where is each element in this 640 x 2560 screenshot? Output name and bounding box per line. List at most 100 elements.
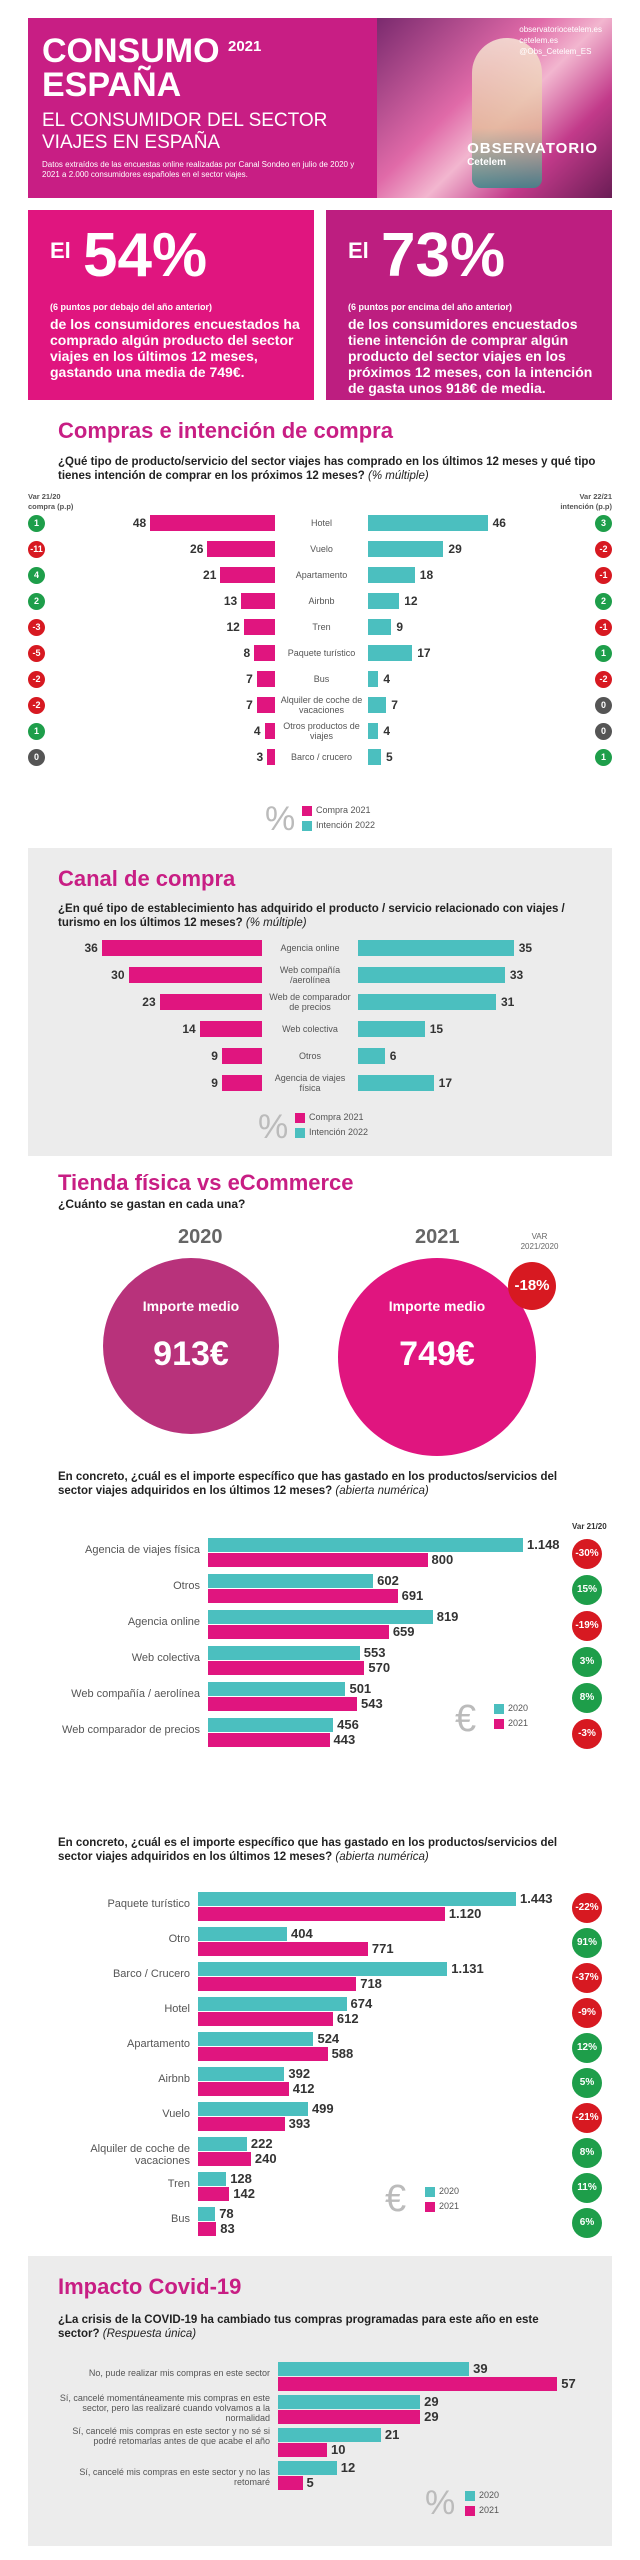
value-2020: 21 xyxy=(384,2427,400,2442)
circle-2020-value: 913€ xyxy=(153,1335,229,1373)
bar-2020 xyxy=(198,1962,448,1976)
var-label: VAR 2021/2020 xyxy=(520,1232,559,1251)
legend-label: Intención 2022 xyxy=(316,820,376,830)
legend-2021: 2021 xyxy=(494,1718,528,1729)
bar-2020 xyxy=(198,2207,216,2221)
value-2021: 691 xyxy=(401,1588,424,1603)
bar-compra xyxy=(159,994,262,1010)
euro-icon: € xyxy=(385,2178,407,2220)
value-2021: 29 xyxy=(424,2409,439,2424)
value-2021: 57 xyxy=(561,2376,576,2391)
social-cetelem-link[interactable]: cetelem.es xyxy=(519,36,558,45)
value-2020: 553 xyxy=(363,1645,386,1660)
value-2020: 29 xyxy=(424,2394,439,2409)
legend-label: 2021 xyxy=(439,2201,460,2211)
bar-intencion xyxy=(368,567,415,583)
var-intencion-badge: 0 xyxy=(595,723,612,740)
legend-label: Compra 2021 xyxy=(316,805,371,815)
var-compra-badge: 0 xyxy=(28,749,45,766)
var-compra-badge: -11 xyxy=(28,541,45,558)
category-label: No, pude realizar mis compras en este se… xyxy=(88,2368,270,2378)
value-2021: 659 xyxy=(392,1624,415,1639)
value-2021: 543 xyxy=(360,1696,383,1711)
question-text: ¿La crisis de la COVID-19 ha cambiado tu… xyxy=(58,2314,539,2340)
category-label: Apartamento xyxy=(127,2038,190,2050)
percent-icon: % xyxy=(258,1108,289,1146)
value-2020: 501 xyxy=(349,1681,372,1696)
brand-name: OBSERVATORIO xyxy=(467,140,598,157)
var-intencion-badge: 1 xyxy=(595,645,612,662)
question-text: En concreto, ¿cuál es el importe específ… xyxy=(58,1471,558,1497)
social-links: observatoriocetelem.es cetelem.es @Obs_C… xyxy=(519,24,602,57)
value-compra: 8 xyxy=(243,646,251,660)
value-2020: 1.443 xyxy=(520,1891,553,1906)
bar-2020 xyxy=(208,1682,346,1696)
bar-intencion xyxy=(358,1048,385,1064)
bar-compra xyxy=(101,940,262,956)
legend-compra: Compra 2021 xyxy=(302,805,371,816)
header-description: Datos extraídos de las encuestas online … xyxy=(42,160,355,179)
header-subtitle-2: VIAJES EN ESPAÑA xyxy=(42,132,221,153)
bar-2021 xyxy=(208,1625,389,1639)
var-badge: 91% xyxy=(572,1928,602,1958)
legend-swatch-magenta xyxy=(302,805,312,816)
social-twitter-link[interactable]: @Obs_Cetelem_ES xyxy=(519,47,592,56)
bar-compra xyxy=(267,749,275,765)
value-2020: 456 xyxy=(337,1717,359,1732)
value-2020: 78 xyxy=(219,2206,234,2221)
value-2020: 392 xyxy=(288,2066,311,2081)
category-label: Web comparador de precios xyxy=(62,1724,200,1736)
value-2021: 612 xyxy=(336,2011,359,2026)
value-2021: 393 xyxy=(288,2116,311,2131)
bar-compra xyxy=(256,671,275,687)
bar-compra xyxy=(150,515,275,531)
bar-2020 xyxy=(198,1997,347,2011)
bar-2020 xyxy=(278,2461,337,2475)
bar-compra xyxy=(221,1048,262,1064)
category-label: Sí, cancelé momentáneamente mis compras … xyxy=(59,2393,270,2423)
var-badge: 3% xyxy=(572,1647,602,1677)
year-2020: 2020 xyxy=(178,1226,223,1248)
bar-2021 xyxy=(278,2410,421,2424)
value-intencion: 17 xyxy=(438,1076,452,1090)
social-web-link[interactable]: observatoriocetelem.es xyxy=(519,25,602,34)
value-intencion: 17 xyxy=(417,646,431,660)
var-left-header: Var 21/20 compra (p.p) xyxy=(28,492,74,511)
category-label: Otro xyxy=(168,1933,190,1945)
circle-2021-value: 749€ xyxy=(399,1335,475,1373)
value-compra: 9 xyxy=(211,1076,218,1090)
var-intencion-badge: 1 xyxy=(595,749,612,766)
question-importe-producto: En concreto, ¿cuál es el importe específ… xyxy=(58,1836,558,1864)
var-intencion-badge: -1 xyxy=(595,567,612,584)
category-label: Web compañía / aerolínea xyxy=(71,1688,200,1700)
var-compra-badge: 1 xyxy=(28,515,45,532)
legend-2020: 2020 xyxy=(465,2490,499,2501)
bar-2020 xyxy=(198,1927,288,1941)
bar-2021 xyxy=(198,1907,445,1921)
bar-2021 xyxy=(208,1697,357,1711)
bar-intencion xyxy=(358,1021,425,1037)
bar-2020 xyxy=(208,1646,360,1660)
category-label: Barco / crucero xyxy=(290,752,353,762)
legend-swatch-magenta xyxy=(425,2201,435,2212)
legend-label: 2021 xyxy=(508,1718,529,1728)
bar-intencion xyxy=(368,645,413,661)
question-importe-canal: En concreto, ¿cuál es el importe específ… xyxy=(58,1470,558,1498)
bar-2021 xyxy=(198,1942,368,1956)
var-compra-badge: -5 xyxy=(28,645,45,662)
bar-2021 xyxy=(208,1553,428,1567)
value-intencion: 15 xyxy=(429,1022,444,1036)
value-intencion: 12 xyxy=(404,594,418,608)
value-2020: 12 xyxy=(340,2460,356,2475)
value-intencion: 29 xyxy=(448,542,462,556)
euro-icon: € xyxy=(455,1698,477,1740)
category-label: Web de comparador de precios xyxy=(269,992,351,1012)
category-label: Otros xyxy=(173,1580,200,1592)
value-2021: 443 xyxy=(333,1732,356,1747)
var-compra-badge: -3 xyxy=(28,619,45,636)
legend-swatch-teal xyxy=(295,1127,305,1138)
value-2021: 142 xyxy=(233,2186,255,2201)
value-compra: 48 xyxy=(132,516,147,530)
var-compra-badge: 4 xyxy=(28,567,45,584)
